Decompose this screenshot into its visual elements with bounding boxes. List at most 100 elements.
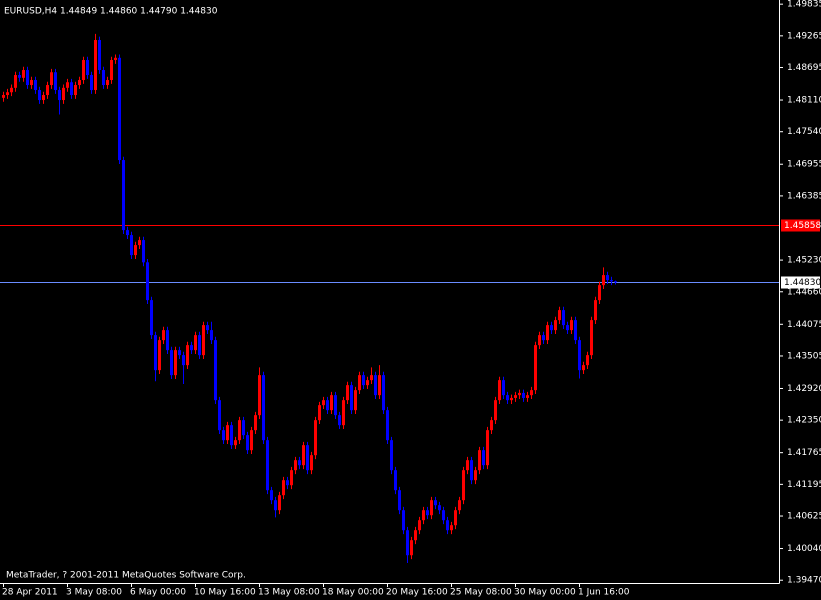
candle-body bbox=[142, 240, 145, 263]
y-tick-label: 1.45230 bbox=[787, 256, 821, 266]
candle-body bbox=[130, 235, 133, 256]
candle-body bbox=[234, 440, 237, 446]
y-tick-label: 1.42350 bbox=[787, 416, 821, 426]
candle-body bbox=[338, 415, 341, 426]
candle-body bbox=[446, 520, 449, 531]
candle-body bbox=[230, 425, 233, 446]
candle-body bbox=[66, 82, 69, 88]
candle-body bbox=[126, 230, 129, 236]
candle-body bbox=[254, 415, 257, 431]
candle-body bbox=[342, 400, 345, 426]
candle-body bbox=[598, 285, 601, 301]
x-tick-label: 25 May 08:00 bbox=[450, 588, 512, 598]
candle-body bbox=[462, 470, 465, 501]
candle-body bbox=[214, 340, 217, 401]
candle-body bbox=[182, 355, 185, 366]
candle-body bbox=[554, 320, 557, 331]
candle-body bbox=[210, 330, 213, 341]
candle-body bbox=[290, 470, 293, 486]
candle-body bbox=[478, 450, 481, 471]
candle-body bbox=[550, 325, 553, 331]
y-tick-label: 1.41195 bbox=[787, 480, 821, 490]
candle-body bbox=[470, 460, 473, 481]
y-tick-label: 1.47540 bbox=[787, 127, 821, 137]
candle-body bbox=[562, 310, 565, 326]
candle-body bbox=[10, 87, 13, 93]
candle-body bbox=[38, 90, 41, 101]
candle-body bbox=[358, 375, 361, 391]
price-label-box bbox=[781, 219, 820, 232]
x-tick-label: 6 May 00:00 bbox=[130, 588, 186, 598]
copyright: MetaTrader, ? 2001-2011 MetaQuotes Softw… bbox=[6, 571, 246, 581]
candle-body bbox=[530, 390, 533, 396]
candle-body bbox=[382, 375, 385, 411]
candle-body bbox=[114, 57, 117, 61]
candle-body bbox=[346, 385, 349, 401]
candle-body bbox=[334, 395, 337, 416]
candle-body bbox=[414, 530, 417, 541]
candle-body bbox=[302, 445, 305, 466]
candle-body bbox=[294, 460, 297, 471]
candle-body bbox=[138, 240, 141, 246]
candle-body bbox=[330, 395, 333, 411]
candle-body bbox=[466, 460, 469, 471]
candle-body bbox=[222, 430, 225, 441]
candle-body bbox=[54, 72, 57, 91]
candle-body bbox=[246, 435, 249, 451]
x-tick-label: 10 May 16:00 bbox=[194, 588, 256, 598]
candle-body bbox=[106, 80, 109, 86]
x-tick-label: 18 May 00:00 bbox=[322, 588, 384, 598]
candle-body bbox=[454, 510, 457, 526]
candle-body bbox=[26, 70, 29, 86]
candle-body bbox=[198, 335, 201, 356]
candle-body bbox=[50, 72, 53, 86]
candle-body bbox=[282, 480, 285, 496]
candle-body bbox=[582, 365, 585, 371]
candle-body bbox=[442, 510, 445, 521]
candle-body bbox=[606, 275, 609, 281]
candle-body bbox=[278, 495, 281, 511]
candle-body bbox=[482, 450, 485, 466]
candle-body bbox=[306, 445, 309, 471]
candle-body bbox=[34, 80, 37, 91]
candle-body bbox=[422, 510, 425, 521]
candle-body bbox=[162, 330, 165, 341]
price-label-box bbox=[781, 276, 820, 289]
y-tick-label: 1.48695 bbox=[787, 63, 821, 73]
price-label: 1.44830 bbox=[784, 278, 821, 288]
candle-body bbox=[570, 320, 573, 331]
candle-body bbox=[522, 392, 525, 398]
candle-body bbox=[262, 375, 265, 441]
candle-body bbox=[502, 380, 505, 396]
candle-body bbox=[586, 355, 589, 366]
x-tick-label: 20 May 16:00 bbox=[386, 588, 448, 598]
candle-body bbox=[350, 385, 353, 411]
candle-body bbox=[98, 40, 101, 71]
candle-body bbox=[270, 490, 273, 501]
candle-body bbox=[70, 82, 73, 96]
candle-body bbox=[602, 275, 605, 286]
candle-body bbox=[490, 420, 493, 431]
candle-body bbox=[274, 500, 277, 511]
candle-body bbox=[374, 375, 377, 396]
candle-body bbox=[110, 60, 113, 81]
x-tick-label: 13 May 08:00 bbox=[258, 588, 320, 598]
candle-body bbox=[546, 325, 549, 341]
candle-body bbox=[102, 70, 105, 86]
candle-body bbox=[534, 345, 537, 391]
candle-body bbox=[150, 300, 153, 336]
candle-body bbox=[6, 92, 9, 96]
candle-body bbox=[486, 430, 489, 466]
candle-body bbox=[406, 530, 409, 556]
y-tick-label: 1.41765 bbox=[787, 448, 821, 458]
candle-body bbox=[410, 540, 413, 556]
candle-body bbox=[434, 500, 437, 506]
y-tick-label: 1.40040 bbox=[787, 544, 821, 554]
candle-body bbox=[190, 345, 193, 351]
price-label: 1.45858 bbox=[784, 221, 821, 231]
y-tick-label: 1.46955 bbox=[787, 160, 821, 170]
candle-body bbox=[526, 395, 529, 398]
candle-body bbox=[174, 350, 177, 376]
candle-body bbox=[518, 392, 521, 396]
